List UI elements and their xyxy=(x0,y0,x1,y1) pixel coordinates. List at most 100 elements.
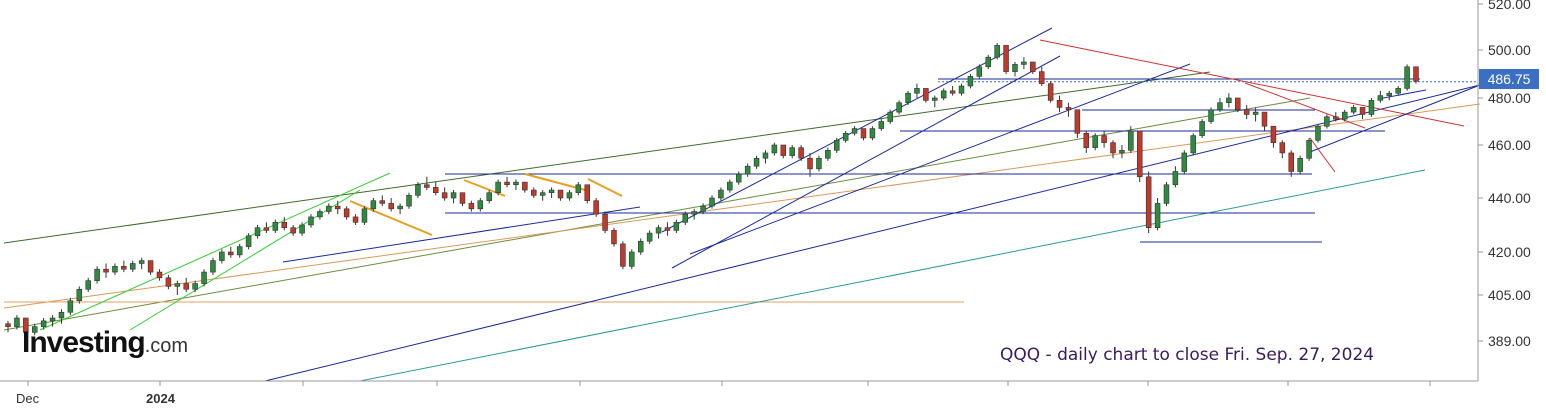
y-tick-label: 440.00 xyxy=(1488,190,1531,206)
trend-line xyxy=(282,206,641,263)
candle-body xyxy=(593,200,599,215)
x-tick-label: Dec xyxy=(16,391,40,406)
candle-body xyxy=(1128,130,1134,151)
trendlines-layer xyxy=(3,27,1481,382)
trend-line xyxy=(1039,39,1465,127)
candle-body xyxy=(406,195,412,207)
candle-body xyxy=(646,232,653,242)
candle-body xyxy=(361,208,368,223)
candle-body xyxy=(923,88,929,101)
candle-body xyxy=(1368,100,1375,115)
candle-body xyxy=(441,192,448,199)
candle-body xyxy=(138,260,145,264)
candle-body xyxy=(219,251,225,261)
candle-body xyxy=(1341,111,1348,120)
candle-body xyxy=(1261,111,1268,127)
candle-body xyxy=(932,97,938,101)
y-tick-label: 405.00 xyxy=(1488,287,1531,303)
candle-body xyxy=(334,205,341,210)
trend-line xyxy=(587,178,623,197)
candle-body xyxy=(691,211,697,215)
candle-body xyxy=(566,192,573,199)
candle-body xyxy=(5,323,11,327)
candle-body xyxy=(263,227,270,231)
candle-body xyxy=(76,288,83,302)
candle-body xyxy=(718,189,724,199)
candle-body xyxy=(798,147,804,159)
candle-body xyxy=(637,240,644,253)
candle-body xyxy=(949,90,956,94)
candle-body xyxy=(664,227,671,231)
candle-body xyxy=(1163,184,1170,204)
candle-body xyxy=(103,268,109,273)
trend-line xyxy=(264,84,1481,382)
last-price-badge: 486.75 xyxy=(1479,69,1539,89)
candle-body xyxy=(477,200,484,210)
candle-body xyxy=(165,277,172,287)
candle-body xyxy=(1279,142,1286,154)
candle-body xyxy=(397,205,403,210)
candle-body xyxy=(771,144,778,154)
candle-body xyxy=(1038,71,1045,84)
candle-body xyxy=(557,189,564,199)
candle-body xyxy=(940,90,947,99)
candle-body xyxy=(753,157,760,167)
candle-body xyxy=(14,317,20,327)
candle-body xyxy=(236,246,243,256)
candle-body xyxy=(183,283,189,290)
candle-body xyxy=(308,216,314,226)
candle-body xyxy=(611,230,617,245)
trend-line xyxy=(3,71,1211,244)
candle-body xyxy=(290,227,296,234)
candle-body xyxy=(807,157,813,170)
trend-line xyxy=(3,97,1311,331)
candle-body xyxy=(495,181,501,194)
candle-body xyxy=(727,181,733,191)
candle-body xyxy=(548,189,555,194)
candle-body xyxy=(1306,140,1312,159)
trend-line xyxy=(671,55,1061,269)
y-tick-label: 420.00 xyxy=(1488,244,1531,260)
logo-suffix: .com xyxy=(144,335,189,357)
candle-body xyxy=(709,197,715,207)
candle-body xyxy=(343,208,350,218)
candle-body xyxy=(1021,61,1027,65)
logo-main: Investing xyxy=(22,326,146,359)
candle-body xyxy=(994,45,1000,58)
trend-line xyxy=(689,63,1191,255)
candle-body xyxy=(860,128,867,139)
candle-body xyxy=(1324,116,1330,127)
candle-body xyxy=(682,213,689,223)
candle-body xyxy=(1208,109,1214,122)
candle-body xyxy=(1243,109,1250,115)
candle-body xyxy=(575,184,582,193)
candle-body xyxy=(201,271,207,284)
candle-body xyxy=(1404,66,1410,89)
candle-body xyxy=(655,227,662,234)
candle-body xyxy=(1083,132,1090,148)
candle-body xyxy=(1359,107,1366,115)
candle-body xyxy=(825,150,831,159)
candle-body xyxy=(210,260,216,273)
candle-body xyxy=(486,192,492,201)
candle-body xyxy=(40,320,47,327)
candle-body xyxy=(851,128,858,134)
trend-line xyxy=(349,200,433,236)
candle-body xyxy=(1235,97,1241,111)
chart-annotation: QQQ - daily chart to close Fri. Sep. 27,… xyxy=(1000,345,1375,365)
y-tick-label: 480.00 xyxy=(1488,90,1531,106)
candle-body xyxy=(762,152,769,159)
candle-body xyxy=(317,211,323,218)
candle-body xyxy=(468,203,475,210)
candle-body xyxy=(379,200,386,204)
candle-body xyxy=(67,300,74,313)
candle-body xyxy=(1297,157,1303,172)
candle-body xyxy=(1092,135,1098,148)
candle-body xyxy=(1047,83,1054,101)
candle-body xyxy=(504,181,510,186)
candle-body xyxy=(1003,45,1009,72)
candle-body xyxy=(700,205,706,212)
candle-body xyxy=(58,311,65,319)
candle-body xyxy=(522,181,528,191)
